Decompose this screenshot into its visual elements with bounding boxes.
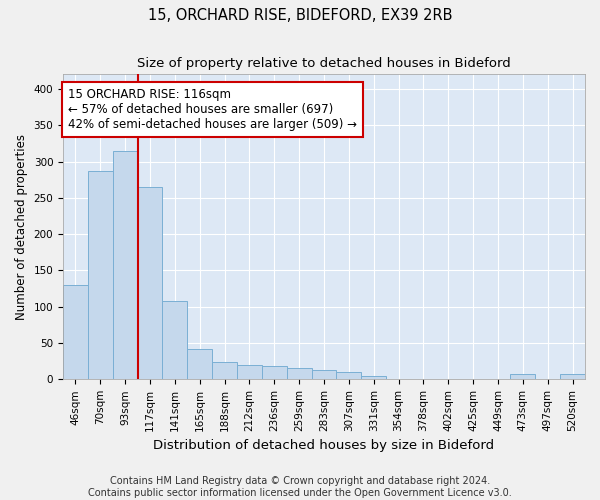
Bar bbox=[361, 376, 386, 380]
Bar bbox=[113, 152, 137, 380]
Bar bbox=[237, 365, 262, 380]
Text: 15, ORCHARD RISE, BIDEFORD, EX39 2RB: 15, ORCHARD RISE, BIDEFORD, EX39 2RB bbox=[148, 8, 452, 22]
Bar bbox=[212, 362, 237, 380]
Bar bbox=[560, 374, 585, 380]
Bar bbox=[511, 374, 535, 380]
Bar bbox=[137, 187, 163, 380]
Bar bbox=[88, 171, 113, 380]
Bar bbox=[311, 370, 337, 380]
Text: 15 ORCHARD RISE: 116sqm
← 57% of detached houses are smaller (697)
42% of semi-d: 15 ORCHARD RISE: 116sqm ← 57% of detache… bbox=[68, 88, 357, 131]
Bar bbox=[163, 301, 187, 380]
Bar bbox=[287, 368, 311, 380]
Bar bbox=[262, 366, 287, 380]
X-axis label: Distribution of detached houses by size in Bideford: Distribution of detached houses by size … bbox=[154, 440, 494, 452]
Bar bbox=[63, 285, 88, 380]
Bar bbox=[337, 372, 361, 380]
Y-axis label: Number of detached properties: Number of detached properties bbox=[15, 134, 28, 320]
Title: Size of property relative to detached houses in Bideford: Size of property relative to detached ho… bbox=[137, 58, 511, 70]
Bar bbox=[187, 349, 212, 380]
Text: Contains HM Land Registry data © Crown copyright and database right 2024.
Contai: Contains HM Land Registry data © Crown c… bbox=[88, 476, 512, 498]
